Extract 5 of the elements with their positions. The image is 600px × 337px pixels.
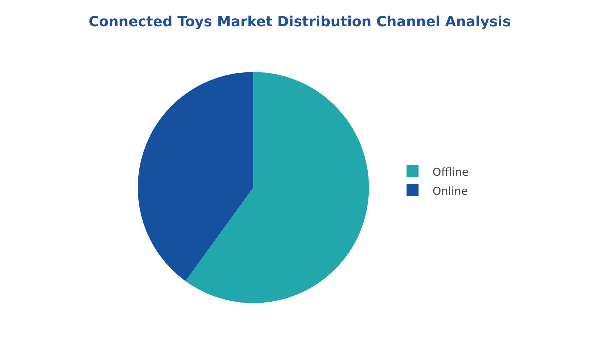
legend-label: Offline bbox=[432, 166, 470, 179]
chart-title: Connected Toys Market Distribution Channel Analysis bbox=[88, 14, 512, 31]
pie-slice bbox=[186, 72, 370, 304]
legend-label: Online bbox=[432, 184, 469, 198]
pie-slice bbox=[138, 72, 254, 282]
